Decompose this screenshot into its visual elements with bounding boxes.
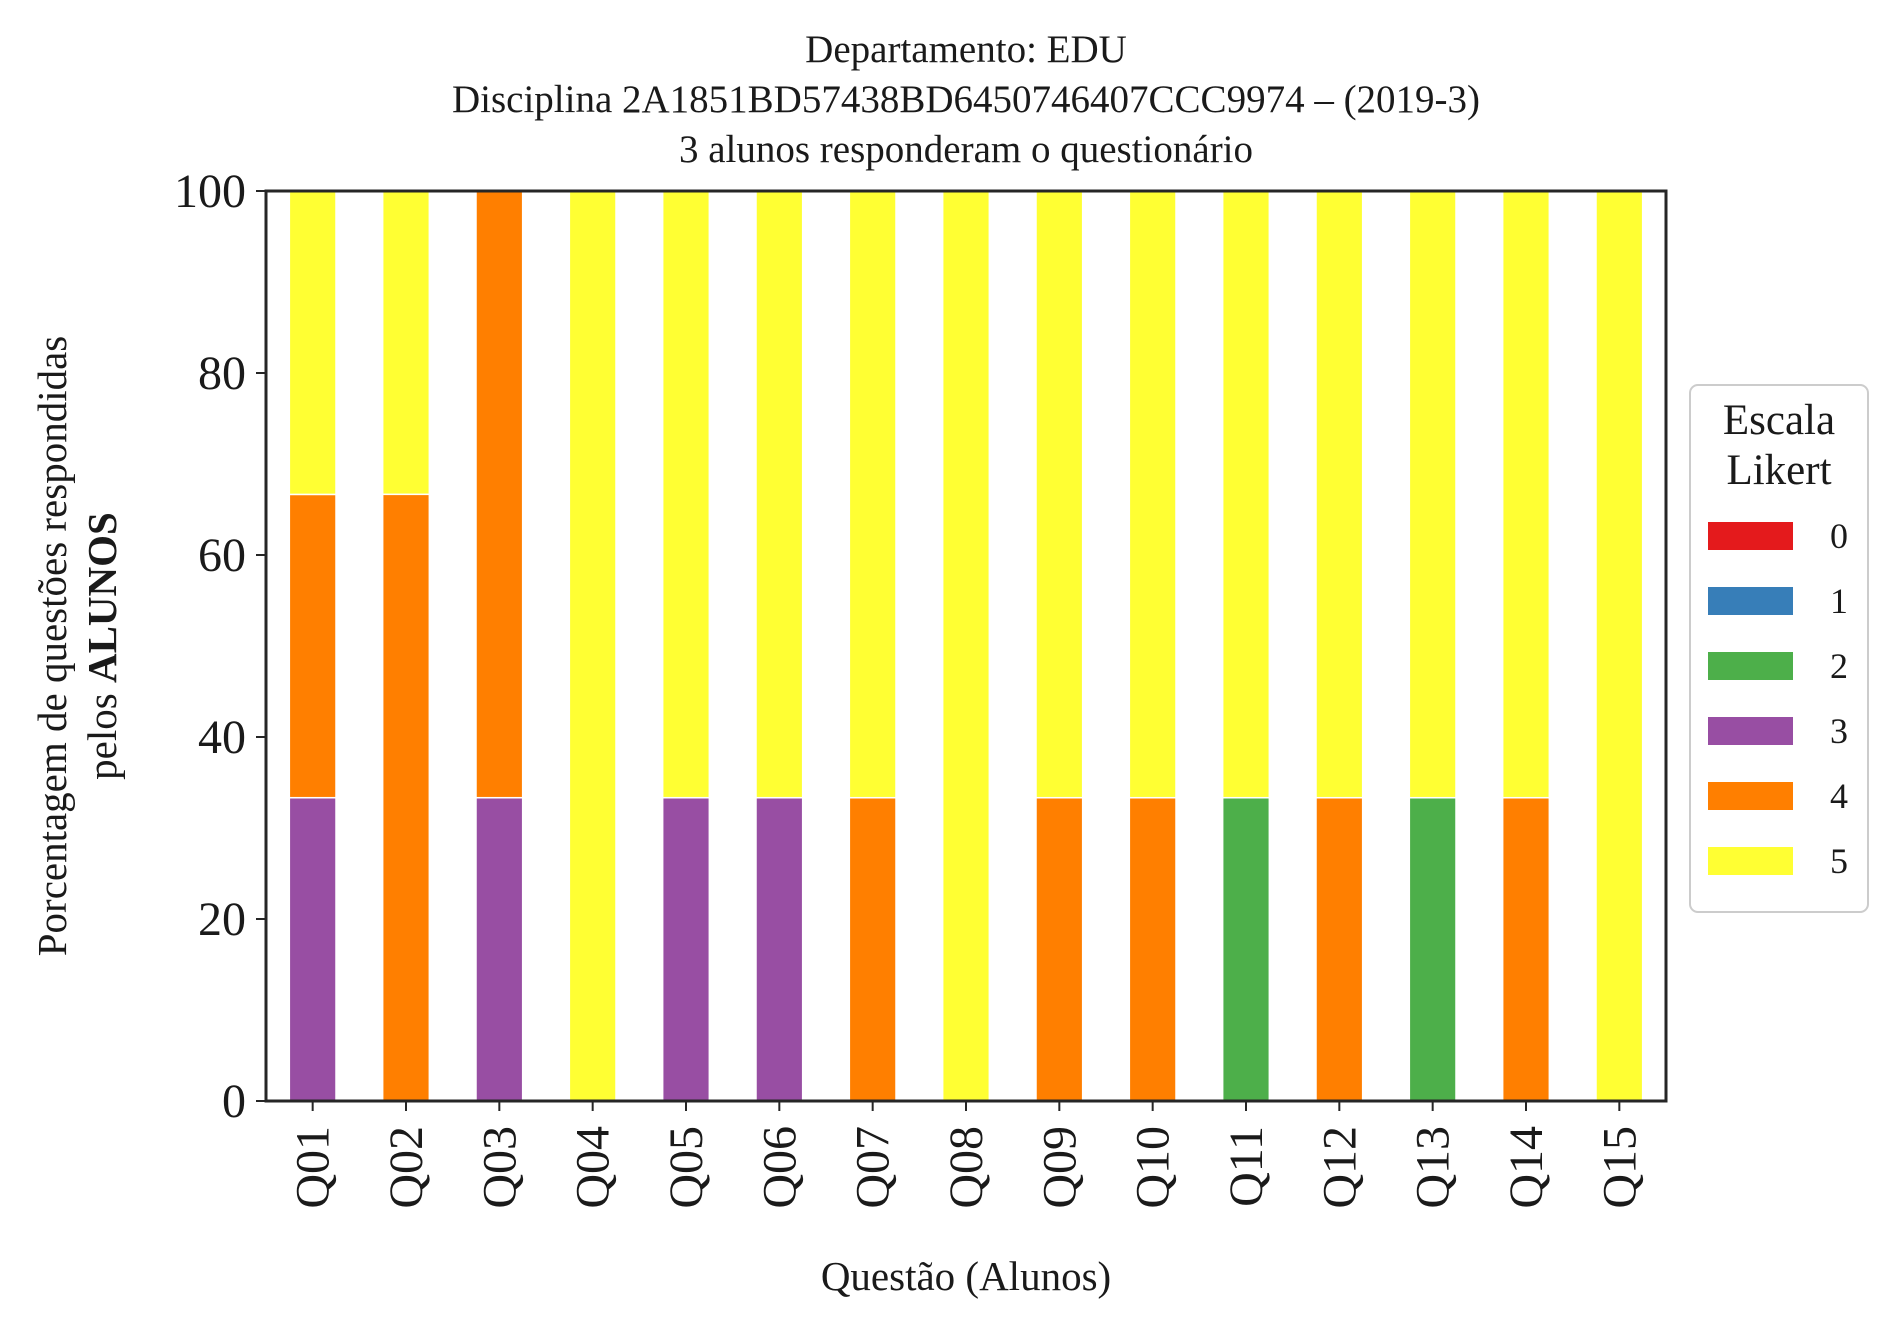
bar-Q03-likert-4 (475, 190, 524, 799)
y-tick-label-100: 100 (174, 165, 246, 218)
x-tick-label-Q09: Q09 (1033, 1126, 1086, 1209)
legend-swatch-5 (1708, 847, 1793, 875)
plot-frame (264, 189, 1668, 1103)
bar-Q03-likert-3 (475, 796, 524, 1102)
bar-Q15-likert-5 (1595, 190, 1644, 1102)
x-tick-label-Q01: Q01 (287, 1126, 340, 1209)
bar-Q06-likert-3 (755, 796, 804, 1102)
legend-label-3: 3 (1830, 711, 1848, 751)
bars (288, 190, 1644, 1102)
y-tick-label-20: 20 (198, 893, 246, 946)
legend-label-1: 1 (1830, 581, 1848, 621)
legend-label-2: 2 (1830, 646, 1848, 686)
title-line-1: Departamento: EDU (805, 28, 1127, 71)
legend-items: 0 1 2 3 4 5 (1708, 516, 1848, 881)
bar-Q10-likert-4 (1128, 796, 1177, 1102)
legend-swatch-4 (1708, 782, 1793, 810)
bar-Q11-likert-5 (1221, 190, 1271, 799)
legend-swatch-1 (1708, 587, 1793, 615)
legend-label-5: 5 (1830, 841, 1848, 881)
x-tick-label-Q05: Q05 (660, 1126, 713, 1209)
x-tick-label-Q15: Q15 (1593, 1126, 1646, 1209)
bar-Q13-likert-2 (1408, 796, 1457, 1102)
bar-Q04-likert-5 (568, 190, 617, 1102)
x-tick-label-Q02: Q02 (380, 1126, 433, 1209)
legend-box (1689, 384, 1869, 913)
legend-label-0: 0 (1830, 516, 1848, 556)
bar-Q01-likert-3 (288, 796, 337, 1102)
y-axis-ticks: 0 20 40 60 80 100 (174, 165, 266, 1128)
bar-Q01-likert-5 (288, 190, 337, 496)
bar-Q08-likert-5 (941, 190, 991, 1102)
y-axis-label-line-1: Porcentagem de questões respondidas (29, 336, 75, 957)
bar-Q02-likert-5 (381, 190, 431, 496)
bar-Q10-likert-5 (1128, 190, 1177, 799)
x-axis-ticks: Q01 Q02 Q03 Q04 Q05 Q06 Q07 Q08 Q09 Q10 Q11 Q12 Q13 Q… (287, 1101, 1646, 1209)
legend-title-line-1: Escala (1723, 397, 1835, 444)
legend-swatch-3 (1708, 717, 1793, 745)
legend-title-line-2: Likert (1726, 447, 1831, 494)
chart-title: Departamento: EDU Disciplina 2A1851BD574… (452, 28, 1480, 171)
x-tick-label-Q14: Q14 (1500, 1126, 1553, 1209)
bar-Q13-likert-5 (1408, 190, 1457, 799)
x-tick-label-Q06: Q06 (753, 1126, 806, 1209)
bar-Q05-likert-3 (661, 796, 711, 1102)
bar-Q09-likert-5 (1035, 190, 1084, 799)
y-tick-label-40: 40 (198, 711, 246, 764)
bar-Q14-likert-4 (1501, 796, 1551, 1102)
title-line-3: 3 alunos responderam o questionário (679, 128, 1253, 171)
bar-Q07-likert-5 (848, 190, 897, 799)
y-axis-label: Porcentagem de questões respondidas pelo… (29, 336, 125, 957)
bar-Q01-likert-4 (288, 493, 337, 799)
bar-Q11-likert-2 (1221, 796, 1271, 1102)
x-tick-label-Q08: Q08 (940, 1126, 993, 1209)
bar-Q05-likert-5 (661, 190, 711, 799)
bar-Q02-likert-4 (381, 493, 431, 1102)
x-tick-label-Q10: Q10 (1127, 1126, 1180, 1209)
legend-label-4: 4 (1830, 776, 1848, 816)
bar-Q09-likert-4 (1035, 796, 1084, 1102)
bar-Q07-likert-4 (848, 796, 897, 1102)
x-tick-label-Q11: Q11 (1220, 1126, 1273, 1207)
x-tick-label-Q13: Q13 (1407, 1126, 1460, 1209)
legend-swatch-0 (1708, 522, 1793, 550)
legend: Escala Likert 0 1 2 3 4 5 (1689, 384, 1869, 913)
y-axis-label-prefix: pelos (79, 683, 125, 780)
x-tick-label-Q07: Q07 (847, 1126, 900, 1209)
y-tick-label-0: 0 (222, 1075, 246, 1128)
y-tick-label-80: 80 (198, 347, 246, 400)
x-tick-label-Q04: Q04 (567, 1126, 620, 1209)
bar-Q12-likert-4 (1315, 796, 1364, 1102)
x-axis-label: Questão (Alunos) (821, 1253, 1111, 1299)
x-tick-label-Q12: Q12 (1313, 1126, 1366, 1209)
bar-Q06-likert-5 (755, 190, 804, 799)
title-line-2: Disciplina 2A1851BD57438BD6450746407CCC9… (452, 78, 1480, 121)
bar-Q14-likert-5 (1501, 190, 1551, 799)
y-axis-label-bold: ALUNOS (79, 512, 125, 683)
x-tick-label-Q03: Q03 (473, 1126, 526, 1209)
y-axis-label-line-2: pelos ALUNOS (79, 512, 125, 780)
legend-swatch-2 (1708, 652, 1793, 680)
y-tick-label-60: 60 (198, 529, 246, 582)
bar-Q12-likert-5 (1315, 190, 1364, 799)
